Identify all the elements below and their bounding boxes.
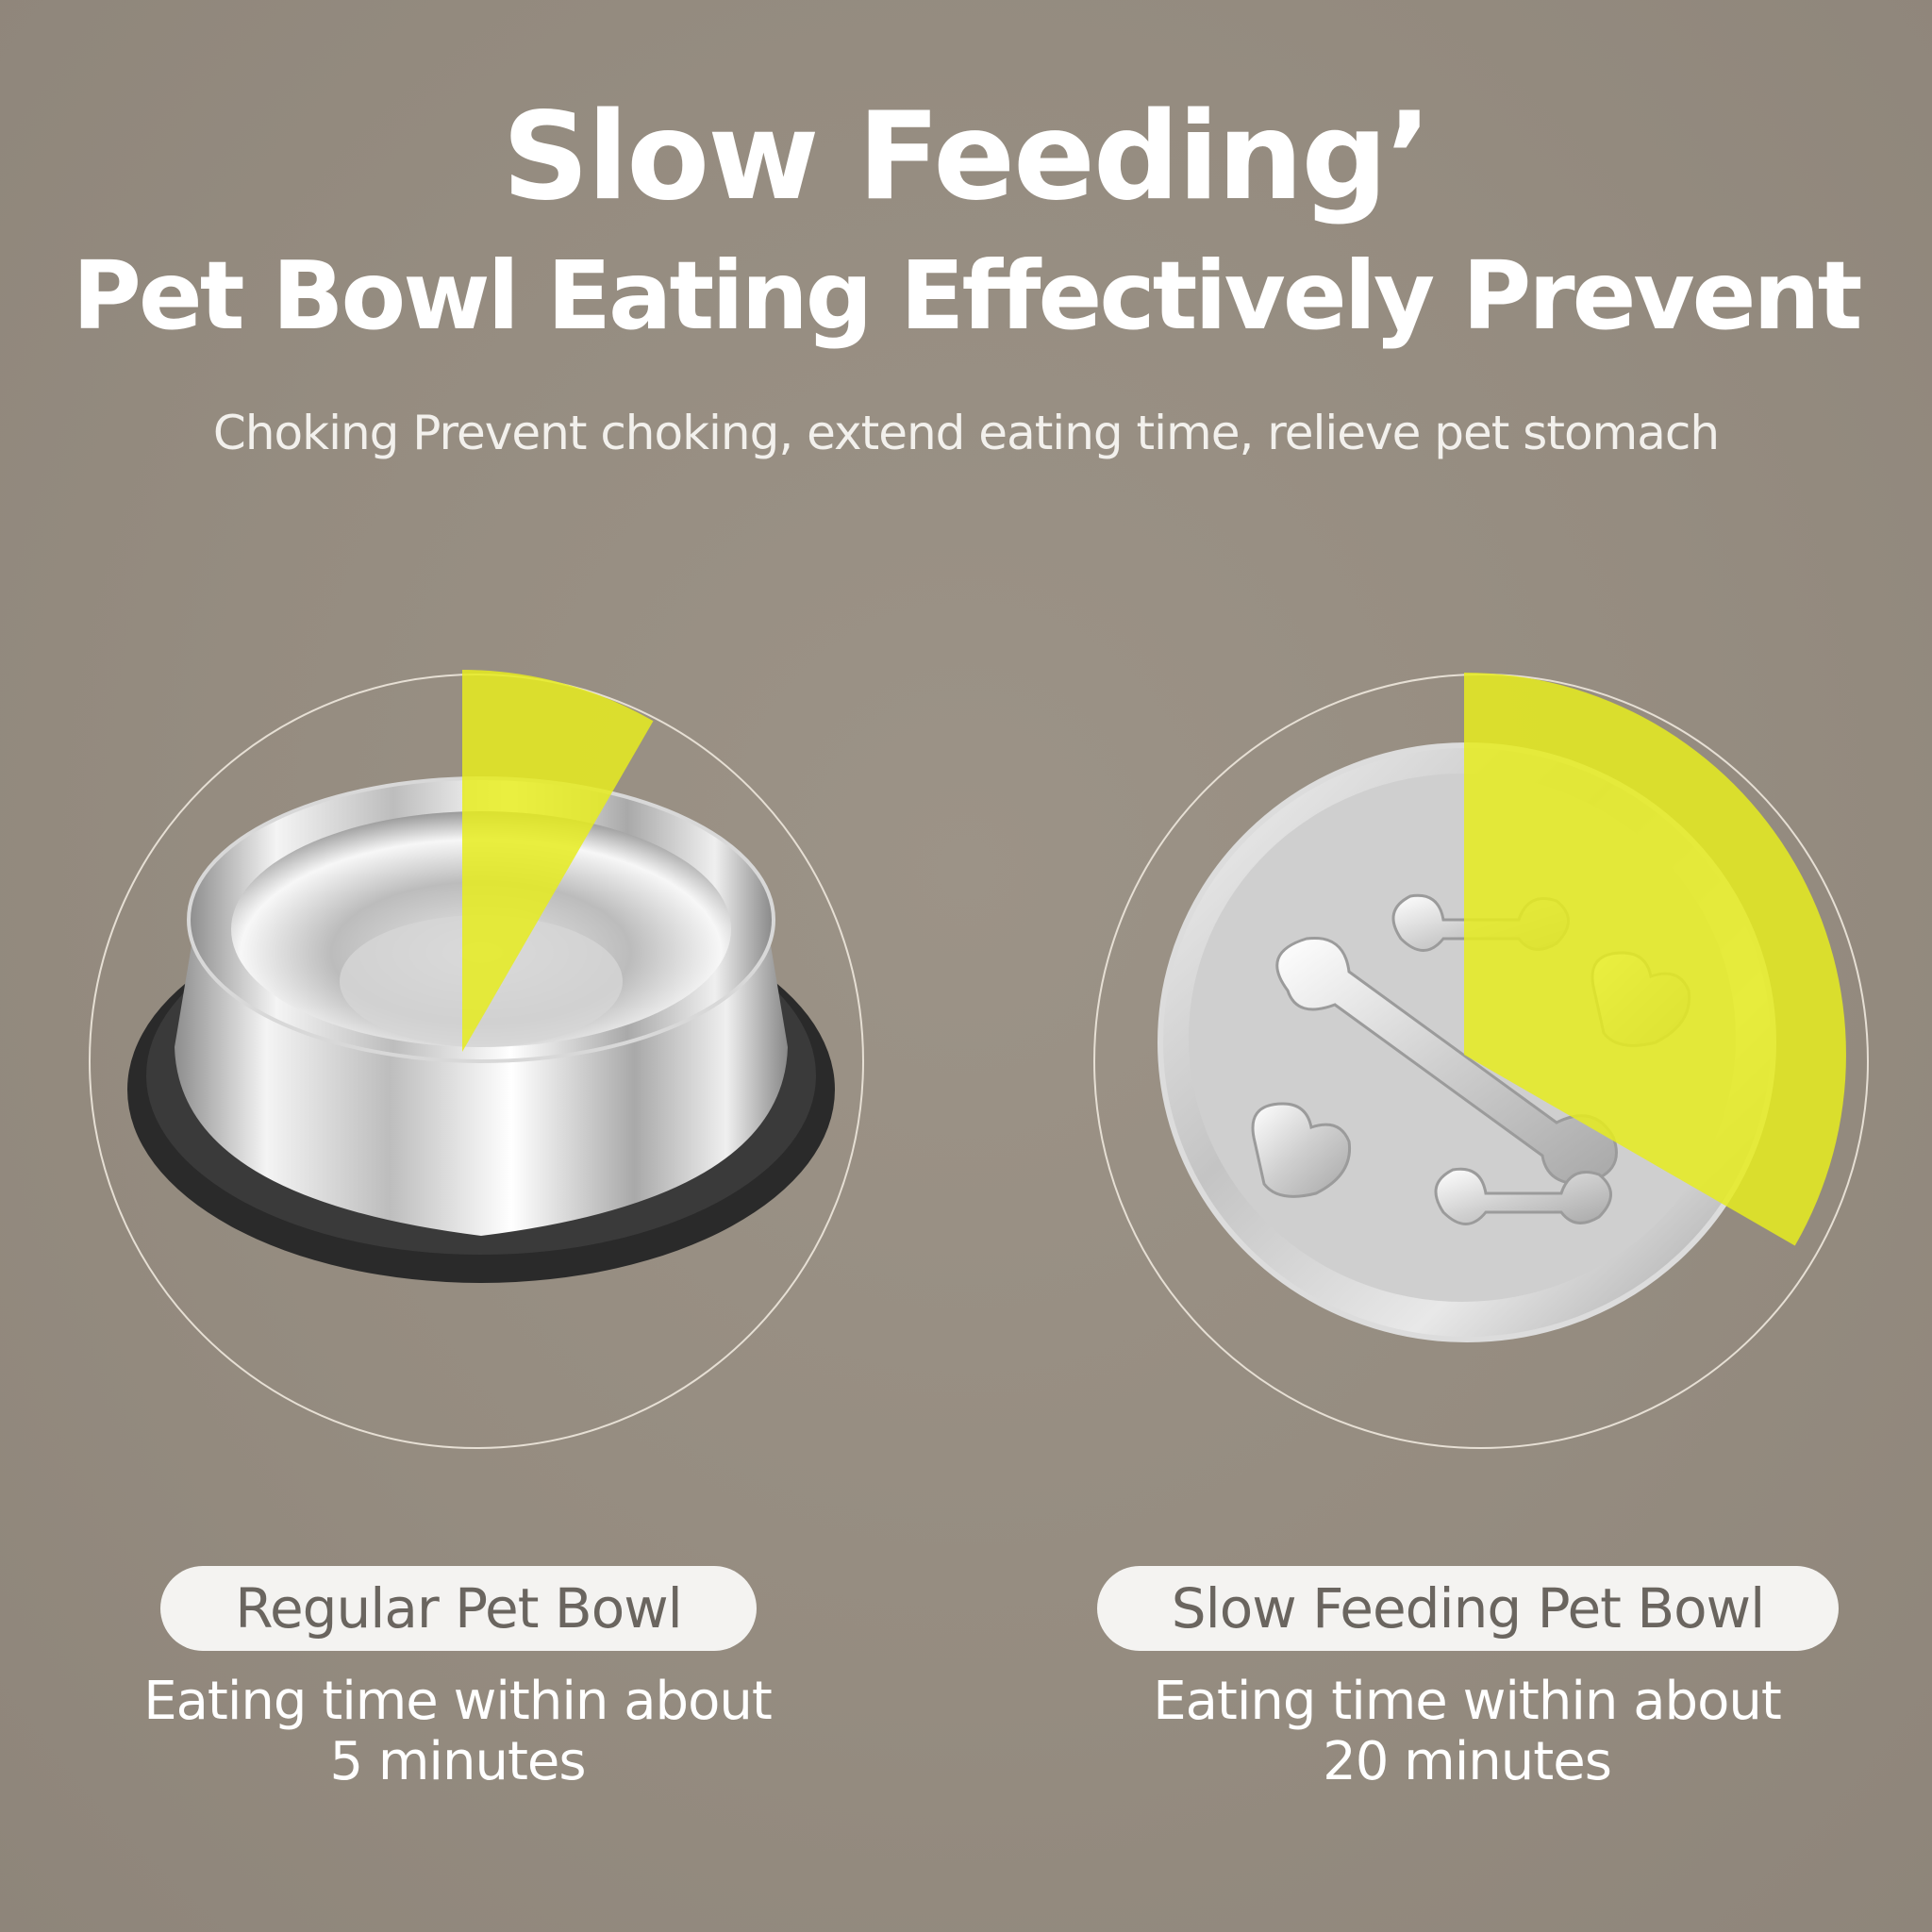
regular-desc-line1: Eating time within about <box>143 1671 773 1732</box>
slow-bowl-illustration <box>1093 673 1869 1449</box>
regular-desc-line2: 5 minutes <box>329 1731 586 1792</box>
slow-desc-line2: 20 minutes <box>1323 1731 1612 1792</box>
slow-bowl-panel <box>1090 670 1873 1453</box>
regular-bowl-panel <box>85 670 868 1453</box>
slow-bowl-label: Slow Feeding Pet Bowl <box>1097 1566 1839 1651</box>
time-wedge-5min <box>462 670 654 1052</box>
regular-bowl-illustration <box>89 670 864 1449</box>
time-wedge-20min <box>1464 673 1846 1246</box>
tagline: Choking Prevent choking, extend eating t… <box>212 406 1720 460</box>
regular-bowl-label: Regular Pet Bowl <box>160 1566 757 1651</box>
regular-bowl-description: Eating time within about 5 minutes <box>90 1672 825 1792</box>
page-title: Slow Feeding’ <box>502 87 1432 227</box>
page-subtitle: Pet Bowl Eating Effectively Prevent <box>72 241 1863 351</box>
slow-bowl-description: Eating time within about 20 minutes <box>1099 1672 1835 1792</box>
slow-desc-line1: Eating time within about <box>1153 1671 1782 1732</box>
